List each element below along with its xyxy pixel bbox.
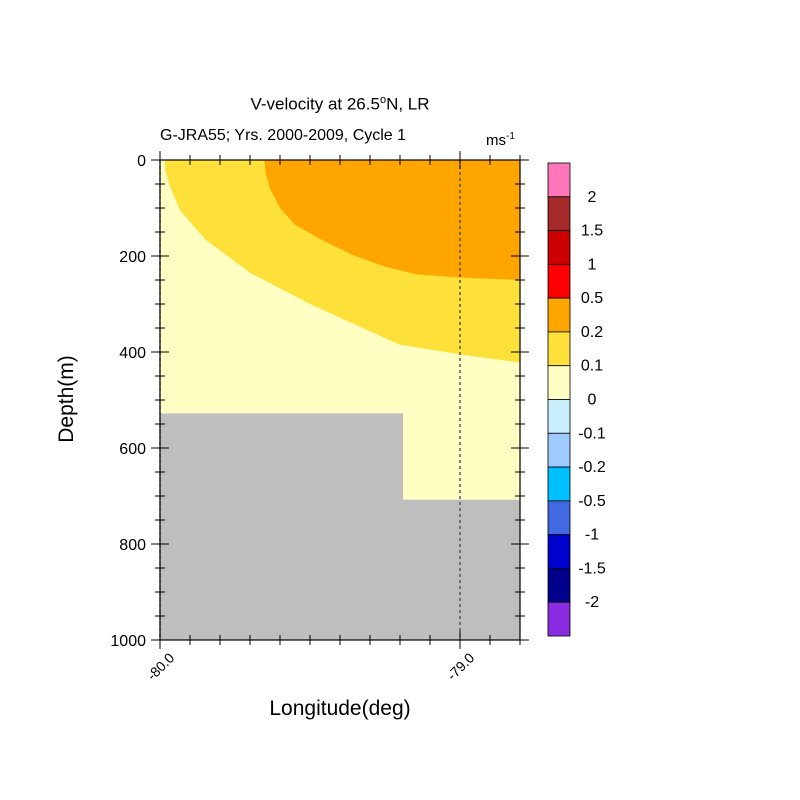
colorbar-label: -1.5 [578,560,606,577]
colorbar-box-13 [547,601,571,637]
colorbar-label: 1.5 [581,223,603,240]
chart-subtitle: G-JRA55; Yrs. 2000-2009, Cycle 1 [160,127,407,144]
x-axis-label: Longitude(deg) [269,697,411,720]
colorbar-box-11 [547,534,571,569]
colorbar-label: 0.2 [581,324,603,341]
land-mask [160,413,520,640]
colorbar-label: 2 [588,189,597,206]
colorbar-box-9 [547,466,571,502]
colorbar-label: 0 [588,392,597,409]
colorbar-box-4 [547,297,571,333]
y-axis-ticks: 0 200 400 600 800 1000 [110,153,529,650]
y-tick-label: 800 [119,537,146,554]
colorbar-box-2 [547,230,571,265]
units-label: ms-1 [486,131,515,149]
colorbar-box-12 [547,568,571,603]
x-tick-label: -80.0 [144,649,178,683]
colorbar-box-6 [547,365,571,400]
degree-symbol: o [379,94,387,106]
contour-fills [160,160,520,640]
colorbar-label: -2 [585,594,599,611]
colorbar-box-1 [547,196,571,231]
colorbar-label: -1 [585,527,599,544]
colorbar-label: -0.1 [578,425,606,442]
colorbar-label: -0.2 [578,459,606,476]
colorbar-box-8 [547,432,571,468]
y-tick-label: 0 [137,153,146,170]
y-tick-label: 600 [119,441,146,458]
y-tick-label: 400 [119,345,146,362]
colorbar: 2 1.5 1 0.5 0.2 0.1 0 -0.1 -0.2 -0.5 -1 -1.5 -2 [547,162,606,637]
x-tick-label: -79.0 [444,649,478,683]
colorbar-label: 0.5 [581,290,603,307]
y-tick-label: 1000 [110,633,146,650]
colorbar-box-5 [547,331,571,367]
contour-region-2 [264,160,520,280]
chart-title: V-velocity at 26.5oN, LR [250,94,430,114]
colorbar-box-7 [547,399,571,434]
y-tick-label: 200 [119,249,146,266]
colorbar-box-3 [547,263,571,299]
colorbar-label: 0.1 [581,358,603,375]
colorbar-box-10 [547,500,571,536]
colorbar-label: 1 [588,256,597,273]
colorbar-label: -0.5 [578,493,606,510]
colorbar-box-0 [547,162,571,198]
